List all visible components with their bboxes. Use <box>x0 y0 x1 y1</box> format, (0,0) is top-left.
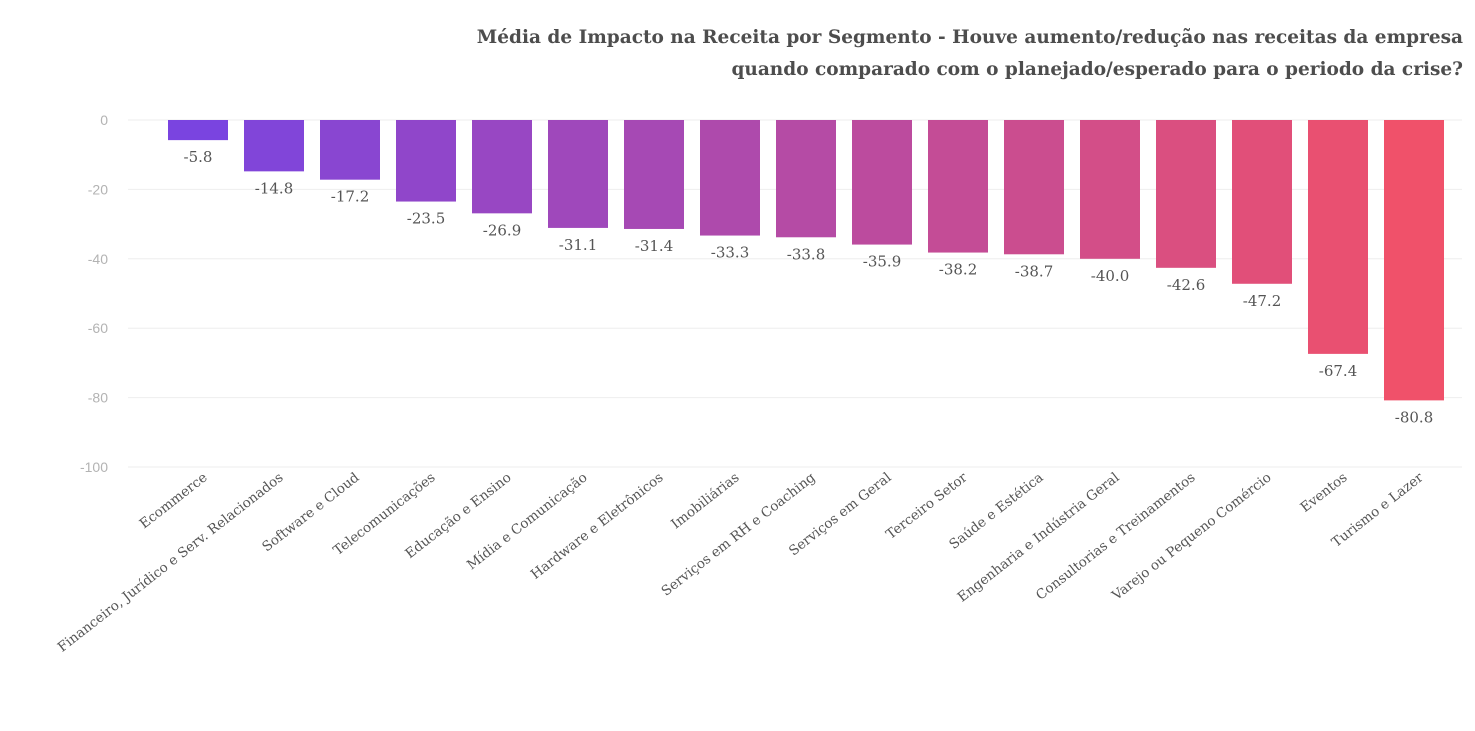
x-tick-label: Varejo ou Pequeno Comércio <box>1108 470 1274 605</box>
y-tick-label: 0 <box>100 112 108 128</box>
chart-title-line-1: Média de Impacto na Receita por Segmento… <box>476 27 1463 48</box>
x-tick-label: Consultorias e Treinamentos <box>1033 469 1198 603</box>
bar <box>472 120 532 214</box>
x-tick-label: Serviços em RH e Coaching <box>658 469 818 599</box>
bar <box>928 120 988 253</box>
bar <box>1156 120 1216 268</box>
x-tick-label: Imobiliárias <box>668 470 742 533</box>
data-label: -38.2 <box>939 261 977 279</box>
data-label: -14.8 <box>255 179 293 197</box>
x-tick-label: Engenharia e Indústria Geral <box>955 470 1123 606</box>
data-label: -26.9 <box>483 221 521 239</box>
data-label: -33.8 <box>787 245 825 263</box>
data-label: -80.8 <box>1395 408 1433 426</box>
data-label: -31.1 <box>559 236 597 254</box>
y-tick-label: -100 <box>80 459 108 475</box>
bar <box>1232 120 1292 284</box>
bar <box>320 120 380 180</box>
bar <box>624 120 684 229</box>
bar <box>852 120 912 245</box>
x-tick-label: Eventos <box>1298 470 1351 516</box>
data-label: -35.9 <box>863 253 901 271</box>
bar <box>700 120 760 236</box>
bar <box>1004 120 1064 255</box>
data-label: -33.3 <box>711 244 749 262</box>
data-label: -5.8 <box>184 148 213 166</box>
data-label: -42.6 <box>1167 276 1205 294</box>
x-tick-label: Mídia e Comunicação <box>464 470 591 574</box>
y-tick-label: -60 <box>88 320 108 336</box>
chart-title: Média de Impacto na Receita por Segmento… <box>263 22 1463 86</box>
data-label: -23.5 <box>407 210 445 228</box>
x-tick-label: Hardware e Eletrônicos <box>528 470 667 583</box>
bar <box>1308 120 1368 354</box>
bar <box>548 120 608 228</box>
y-tick-label: -40 <box>88 251 108 267</box>
bar <box>168 120 228 141</box>
data-label: -67.4 <box>1319 362 1357 380</box>
y-tick-label: -80 <box>88 390 108 406</box>
data-label: -40.0 <box>1091 267 1129 285</box>
y-tick-label: -20 <box>88 181 108 197</box>
data-label: -17.2 <box>331 188 369 206</box>
bar <box>1080 120 1140 259</box>
data-label: -38.7 <box>1015 262 1053 280</box>
data-label: -47.2 <box>1243 292 1281 310</box>
bar <box>244 120 304 172</box>
bar <box>396 120 456 202</box>
bar <box>1384 120 1444 401</box>
chart-title-line-2: quando comparado com o planejado/esperad… <box>731 59 1463 80</box>
x-tick-label: Ecommerce <box>137 470 211 533</box>
bar <box>776 120 836 238</box>
data-label: -31.4 <box>635 237 673 255</box>
